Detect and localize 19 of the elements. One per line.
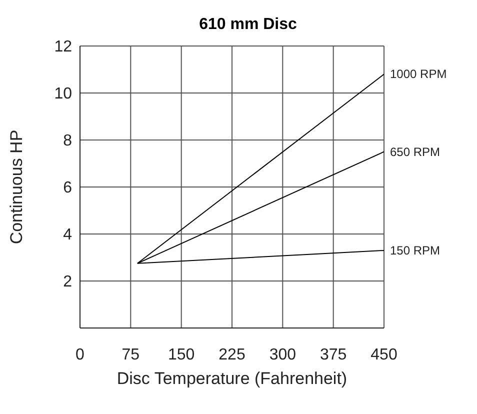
- series-label: 1000 RPM: [390, 67, 447, 82]
- y-tick-label: 6: [63, 180, 72, 197]
- x-tick-label: 150: [168, 346, 195, 364]
- x-axis-title: Disc Temperature (Fahrenheit): [116, 369, 348, 388]
- chart-title: 610 mm Disc: [198, 16, 298, 34]
- y-tick-label: 10: [54, 86, 72, 103]
- x-tick-label: 0: [76, 346, 85, 364]
- x-tick-label: 300: [269, 346, 296, 364]
- x-tick-label: 375: [320, 346, 347, 364]
- x-tick-label: 450: [370, 346, 398, 364]
- series-label: 650 RPM: [390, 144, 440, 159]
- y-tick-label: 12: [54, 38, 72, 56]
- x-tick-label: 225: [218, 346, 246, 364]
- y-tick-label: 2: [63, 274, 72, 291]
- x-tick-label: 75: [122, 346, 140, 364]
- series-label: 150 RPM: [390, 243, 440, 258]
- y-tick-label: 8: [63, 132, 72, 150]
- y-tick-label: 4: [63, 226, 72, 244]
- y-axis-title: Continuous HP: [7, 130, 26, 244]
